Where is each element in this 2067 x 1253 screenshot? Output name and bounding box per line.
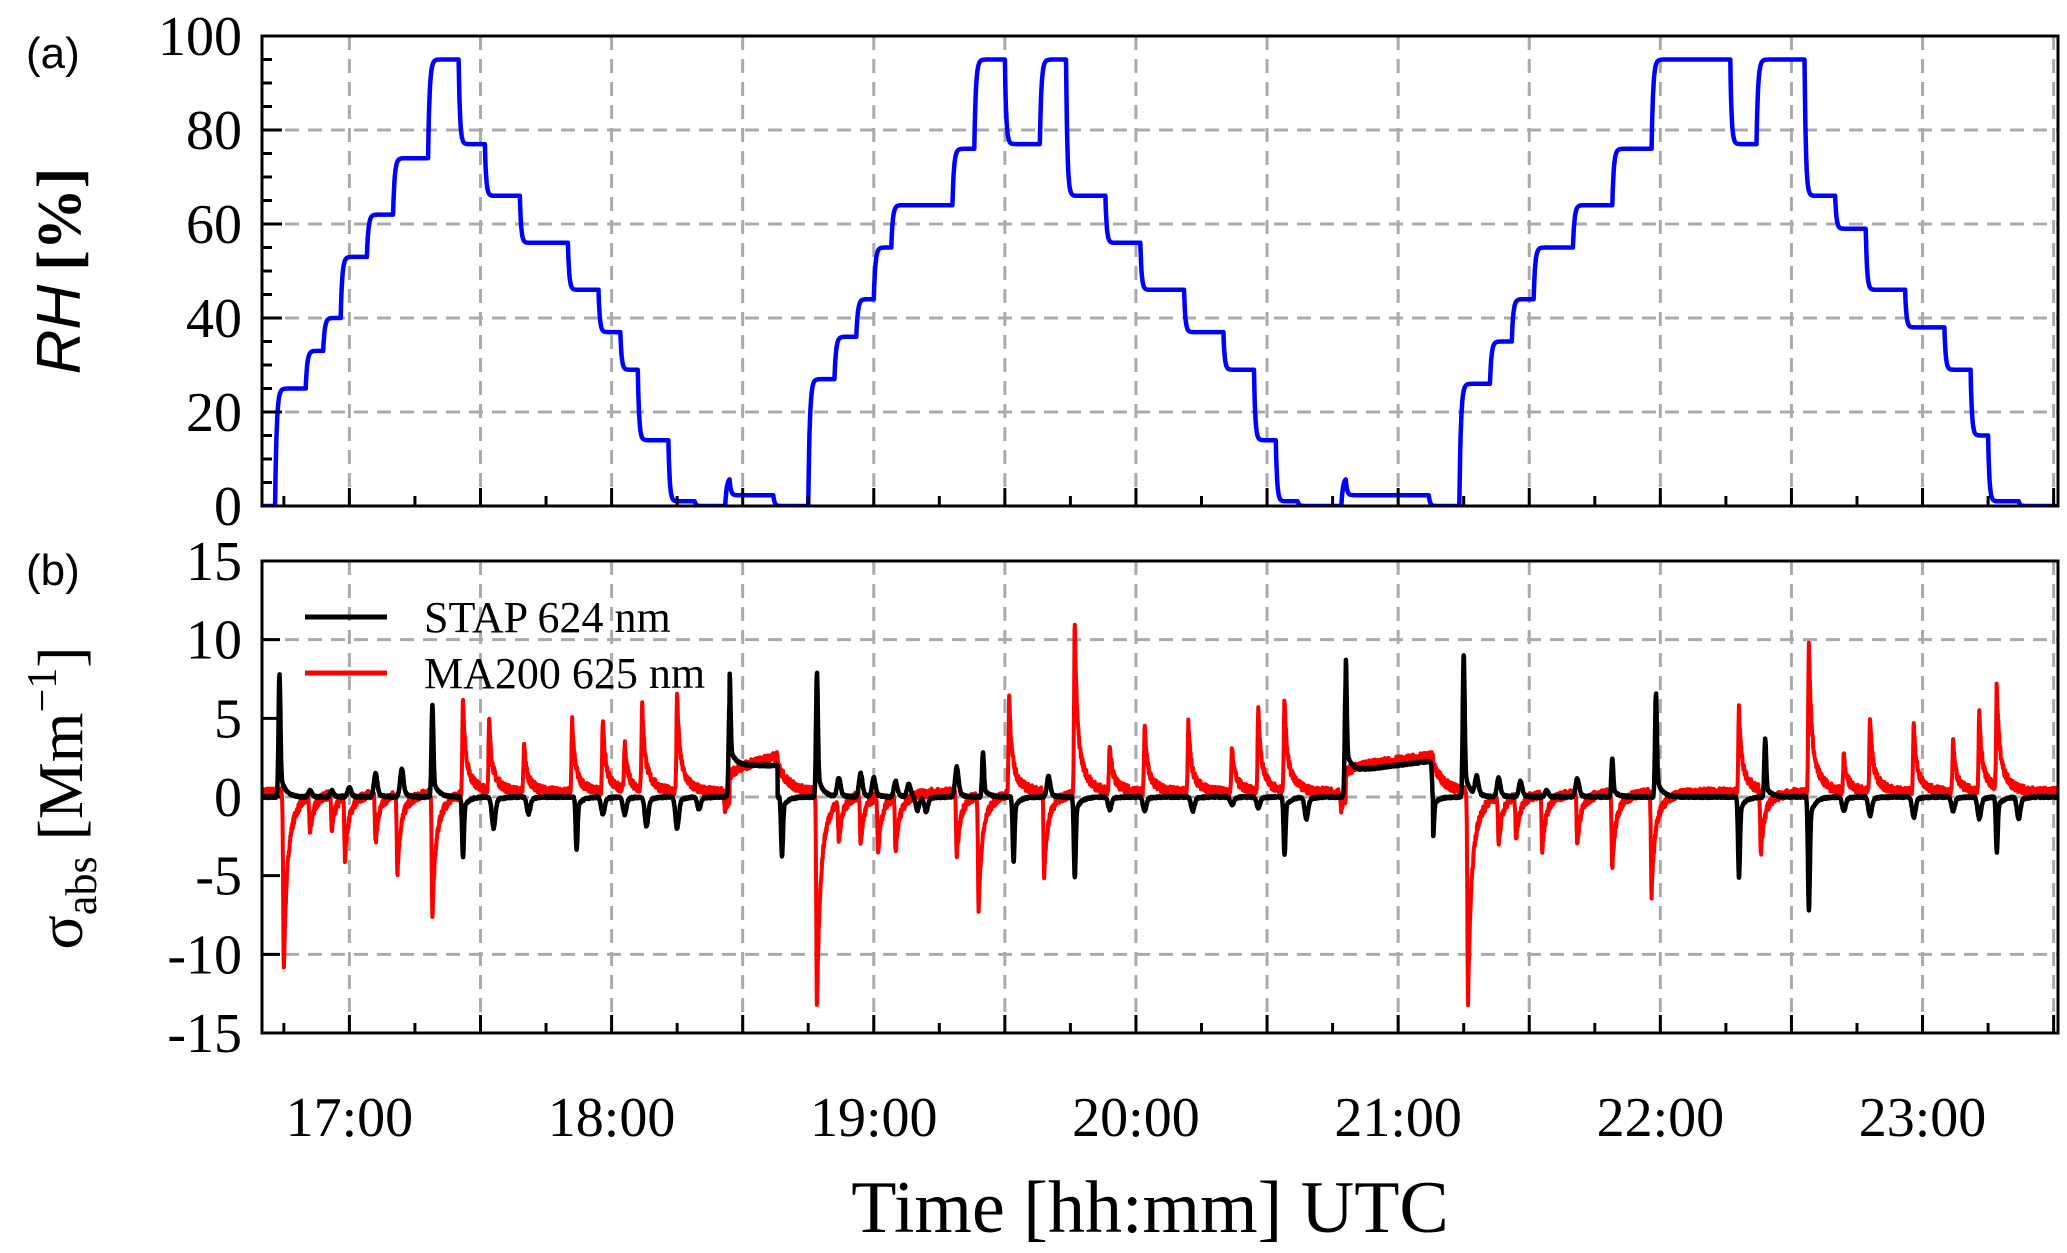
x-tick-label: 18:00	[548, 1087, 676, 1149]
y-tick-label: 40	[186, 288, 242, 350]
panel-a-grid	[262, 36, 2058, 506]
y-tick-label: 20	[186, 382, 242, 444]
ma200-series-line	[262, 622, 2058, 1008]
x-tick-label: 20:00	[1072, 1087, 1200, 1149]
ylabel-superscript: −1	[20, 668, 66, 713]
stap-series-line	[262, 653, 2058, 913]
ylabel-unit-close: ]	[25, 646, 96, 667]
y-tick-label: 100	[158, 6, 242, 68]
legend-label-stap: STAP 624 nm	[424, 593, 671, 642]
x-tick-label: 21:00	[1334, 1087, 1462, 1149]
legend-label-ma200: MA200 625 nm	[424, 649, 705, 698]
y-tick-label: 0	[214, 767, 242, 829]
rh-series-line	[262, 57, 2058, 506]
ylabel-variable: RH	[25, 285, 94, 375]
ylabel-unit-open: [Mm	[25, 712, 96, 840]
x-tick-label: 17:00	[286, 1087, 414, 1149]
ylabel-subscript: abs	[57, 856, 106, 915]
y-tick-label: 0	[214, 476, 242, 538]
panel-a-plot	[262, 57, 2058, 506]
x-tick-label: 23:00	[1859, 1087, 1987, 1149]
axes: 0 20 40 60 80 100 -15 -10 -5 0 5 10 15 17:00 18:00 19:0…	[158, 6, 2060, 1149]
x-axis-label: Time [hh:mm] UTC	[851, 1167, 1449, 1249]
panel-a-ylabel: RH [%]	[25, 168, 94, 375]
panel-a-label: (a)	[26, 29, 80, 78]
panel-b-ylabel: σabs [Mm−1]	[20, 646, 106, 949]
y-tick-label: 60	[186, 194, 242, 256]
y-tick-label: 80	[186, 100, 242, 162]
y-tick-label: -5	[195, 846, 242, 908]
legend: STAP 624 nm MA200 625 nm	[305, 593, 705, 698]
x-tick-label: 22:00	[1597, 1087, 1725, 1149]
y-tick-label: -10	[167, 924, 242, 986]
y-tick-label: 5	[214, 688, 242, 750]
panel-b-plot	[262, 622, 2058, 1008]
ylabel-symbol: σ	[25, 915, 96, 950]
panel-a-frame	[260, 34, 2060, 508]
x-tick-label: 19:00	[810, 1087, 938, 1149]
ylabel-unit: [%]	[26, 168, 94, 271]
y-tick-label: 10	[186, 610, 242, 672]
y-tick-label: -15	[167, 1003, 242, 1065]
y-tick-label: 15	[186, 531, 242, 593]
panel-b-label: (b)	[26, 546, 80, 595]
